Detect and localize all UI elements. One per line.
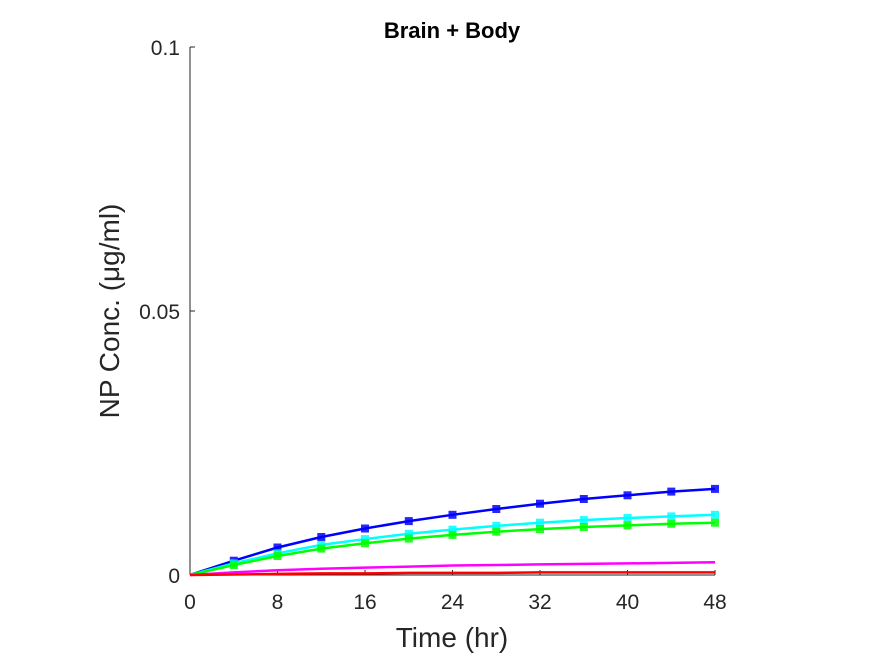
series-1-marker <box>273 543 282 552</box>
series-3-marker <box>579 523 588 531</box>
chart-title: Brain + Body <box>384 18 521 43</box>
x-tick-label: 0 <box>184 591 196 614</box>
series-3-marker <box>404 534 413 543</box>
series-1-marker <box>667 487 676 496</box>
series-3-marker <box>623 521 632 530</box>
x-tick-label: 32 <box>528 591 551 614</box>
series-2-marker <box>448 525 457 534</box>
y-tick-label: 0.05 <box>139 301 180 324</box>
series-2-marker <box>536 518 544 527</box>
series-line-5 <box>189 571 715 577</box>
series-1-marker <box>317 533 326 541</box>
series-3-marker <box>229 561 238 569</box>
series-layer <box>189 484 719 577</box>
x-tick-label: 24 <box>441 591 465 614</box>
x-tick-label: 48 <box>703 591 726 614</box>
y-tick-label: 0 <box>168 565 180 588</box>
series-line-4 <box>189 561 716 577</box>
series-1-marker <box>711 484 719 493</box>
x-axis-label: Time (hr) <box>396 622 509 653</box>
series-2-marker <box>361 535 369 544</box>
series-3-marker <box>361 539 369 548</box>
series-3-marker <box>536 525 544 534</box>
series-3-marker <box>448 530 457 539</box>
series-1-marker <box>623 491 632 500</box>
series-1-marker <box>492 505 501 513</box>
x-tick-label: 16 <box>353 591 376 614</box>
y-axis-label: NP Conc. (μg/ml) <box>94 204 125 419</box>
x-tick-label: 40 <box>616 591 639 614</box>
series-2-marker <box>623 514 632 522</box>
series-2-marker <box>492 521 501 530</box>
x-ticks: 0 8 16 24 32 40 48 <box>184 570 727 614</box>
series-2-marker <box>667 512 676 521</box>
series-1-marker <box>361 524 369 533</box>
series-3-marker <box>492 527 501 536</box>
series-1-marker <box>579 495 588 503</box>
y-tick-label: 0.1 <box>151 37 180 60</box>
series-3-marker <box>711 518 719 527</box>
series-1-marker <box>404 517 413 526</box>
series-3-marker <box>317 544 326 553</box>
x-tick-label: 8 <box>272 591 284 614</box>
series-3-marker <box>667 519 676 528</box>
series-2-marker <box>579 516 588 525</box>
series-1-marker <box>536 499 544 508</box>
series-2-marker <box>404 529 413 538</box>
series-3-marker <box>273 552 282 560</box>
series-2-marker <box>711 510 719 519</box>
series-1-marker <box>448 510 457 519</box>
y-ticks: 0 0.05 0.1 <box>139 37 195 588</box>
